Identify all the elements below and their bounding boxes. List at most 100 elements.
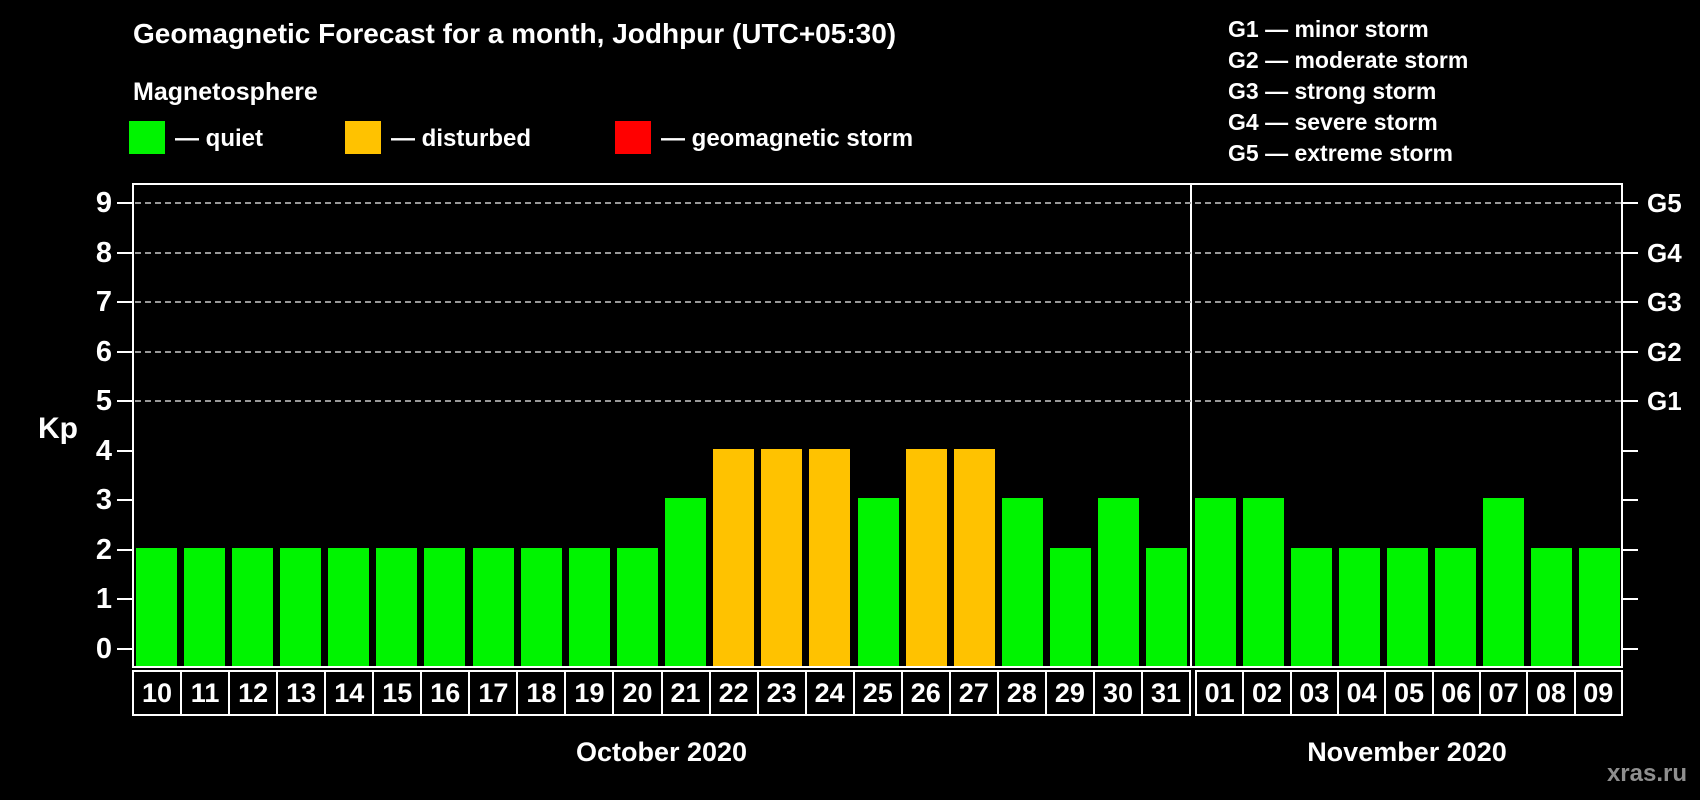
kp-bar-day-02 — [1242, 498, 1284, 666]
gridline-kp6 — [135, 350, 1621, 353]
kp-bar-day-04 — [1338, 547, 1380, 666]
day-label: 31 — [1140, 670, 1192, 716]
kp-bar-day-17 — [472, 547, 514, 666]
kp-bar-day-01 — [1194, 498, 1236, 666]
y-tick-label: 6 — [95, 335, 112, 368]
y-axis-tick — [117, 499, 132, 502]
g-tick-label-g4: G4 — [1647, 237, 1682, 268]
storm-scale-item-2: G2 — moderate storm — [1228, 47, 1469, 73]
plot-border — [132, 183, 1623, 668]
kp-bar-day-16 — [424, 547, 466, 666]
y-tick-label: 5 — [95, 385, 112, 418]
kp-bar-day-31 — [1146, 547, 1188, 666]
y-axis-tick — [117, 598, 132, 601]
day-label: 27 — [948, 670, 999, 716]
y-axis-tick — [117, 548, 132, 551]
day-label: 05 — [1384, 670, 1434, 716]
y-axis-tick-right — [1623, 598, 1638, 601]
month-separator-line — [1190, 185, 1192, 666]
y-axis-tick-right — [1623, 202, 1638, 205]
page-title: Geomagnetic Forecast for a month, Jodhpu… — [133, 18, 897, 49]
y-axis-tick — [117, 301, 132, 304]
day-label: 16 — [420, 670, 471, 716]
y-axis-tick-right — [1623, 499, 1638, 502]
kp-bar-day-13 — [279, 547, 321, 666]
day-label: 29 — [1044, 670, 1095, 716]
day-label: 15 — [372, 670, 423, 716]
day-label: 07 — [1478, 670, 1529, 716]
day-label: 14 — [324, 670, 375, 716]
kp-bar-day-27 — [953, 448, 995, 666]
day-label-row-november: 01 02 03 04 05 06 07 08 09 — [1195, 670, 1623, 716]
kp-bar-day-11 — [183, 547, 225, 666]
kp-bar-day-03 — [1290, 547, 1332, 666]
quiet-color-swatch — [129, 121, 165, 154]
day-label: 11 — [180, 670, 231, 716]
y-tick-label: 3 — [95, 484, 112, 517]
kp-bar-day-28 — [1002, 498, 1044, 666]
day-label: 19 — [564, 670, 615, 716]
kp-bar-day-08 — [1530, 547, 1572, 666]
y-axis-tick — [117, 251, 132, 254]
day-label: 24 — [804, 670, 855, 716]
kp-bar-day-26 — [905, 448, 947, 666]
kp-bar-day-05 — [1386, 547, 1428, 666]
y-axis-tick-right — [1623, 350, 1638, 353]
chart-subtitle: Magnetosphere — [133, 78, 318, 106]
y-axis-tick — [117, 648, 132, 650]
kp-bar-day-23 — [761, 448, 803, 666]
y-axis-tick — [117, 350, 132, 353]
day-label: 02 — [1242, 670, 1292, 716]
quiet-legend-label: — quiet — [175, 125, 263, 152]
day-label: 13 — [276, 670, 327, 716]
y-axis-tick — [117, 400, 132, 403]
storm-scale-item-4: G4 — severe storm — [1228, 109, 1438, 135]
gridline-kp7 — [135, 301, 1621, 304]
day-label: 01 — [1195, 670, 1245, 716]
y-axis-tick-right — [1623, 449, 1638, 452]
day-label: 09 — [1573, 670, 1623, 716]
y-axis-tick-right — [1623, 400, 1638, 403]
y-tick-label: 2 — [95, 533, 112, 566]
day-label: 08 — [1526, 670, 1576, 716]
kp-bar-day-30 — [1098, 498, 1140, 666]
y-tick-label: 9 — [95, 187, 112, 220]
day-label: 28 — [996, 670, 1047, 716]
day-label: 25 — [852, 670, 903, 716]
storm-scale-item-1: G1 — minor storm — [1228, 16, 1429, 42]
day-label: 10 — [132, 670, 183, 716]
kp-bar-day-22 — [713, 448, 755, 666]
g-tick-label-g3: G3 — [1647, 287, 1682, 318]
g-tick-label-g2: G2 — [1647, 336, 1682, 367]
day-label-row-october: 10 11 12 13 14 15 16 17 18 19 20 21 22 23 24 25 26 27 28 29… — [132, 670, 1192, 716]
g-tick-label-g1: G1 — [1647, 386, 1682, 417]
storm-legend-label: — geomagnetic storm — [661, 125, 914, 152]
gridline-kp8 — [135, 251, 1621, 254]
storm-scale-legend: G1 — minor storm G2 — moderate storm G3 — … — [1228, 14, 1468, 169]
kp-bar-day-15 — [376, 547, 418, 666]
kp-bar-day-14 — [328, 547, 370, 666]
day-label: 03 — [1289, 670, 1339, 716]
kp-bar-day-25 — [857, 498, 899, 666]
y-axis-tick — [117, 202, 132, 205]
kp-bar-day-06 — [1434, 547, 1476, 666]
kp-bar-day-29 — [1050, 547, 1092, 666]
day-label: 04 — [1336, 670, 1387, 716]
gridline-kp5 — [135, 400, 1621, 403]
gridline-kp9 — [135, 202, 1621, 205]
kp-bar-day-21 — [665, 498, 707, 666]
kp-bar-day-10 — [135, 547, 177, 666]
storm-scale-item-3: G3 — strong storm — [1228, 78, 1437, 104]
kp-bar-day-24 — [809, 448, 851, 666]
g-tick-label-g5: G5 — [1647, 188, 1682, 219]
day-label: 30 — [1092, 670, 1143, 716]
day-label: 26 — [900, 670, 951, 716]
watermark: xras.ru — [1606, 760, 1687, 787]
kp-bar-day-07 — [1482, 498, 1524, 666]
y-tick-label: 4 — [95, 434, 112, 467]
disturbed-color-swatch — [345, 121, 381, 154]
day-label: 06 — [1431, 670, 1481, 716]
day-label: 12 — [228, 670, 279, 716]
kp-bar-day-18 — [520, 547, 562, 666]
y-axis-tick-right — [1623, 548, 1638, 551]
